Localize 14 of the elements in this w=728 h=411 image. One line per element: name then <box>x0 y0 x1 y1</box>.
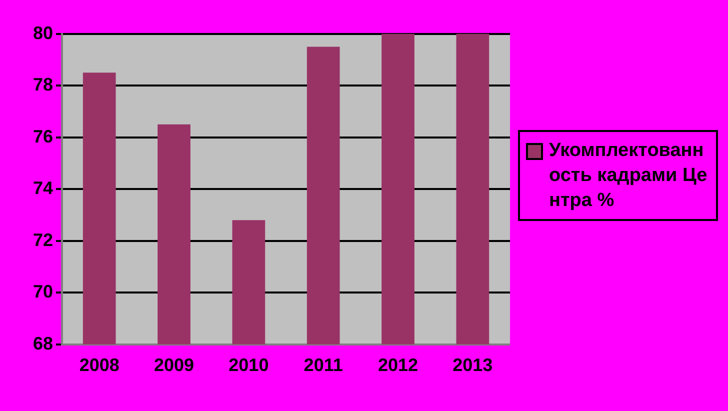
y-tick-label: 80 <box>32 22 54 43</box>
x-tick-label: 2013 <box>452 355 493 376</box>
y-tick-label: 78 <box>32 74 54 95</box>
y-tick-label: 76 <box>32 126 54 146</box>
y-tick-label: 74 <box>32 178 54 198</box>
y-tick-label: 72 <box>32 230 54 250</box>
legend-label: Укомплектованность кадрами Центра % <box>549 139 708 213</box>
y-tick-label: 68 <box>32 333 54 354</box>
x-tick-label: 2012 <box>378 355 418 376</box>
x-tick-label: 2008 <box>79 355 120 376</box>
y-tick-label: 70 <box>32 282 54 302</box>
x-tick-label: 2011 <box>304 355 343 376</box>
x-tick-label: 2009 <box>154 355 194 376</box>
x-tick-label: 2010 <box>228 355 269 376</box>
